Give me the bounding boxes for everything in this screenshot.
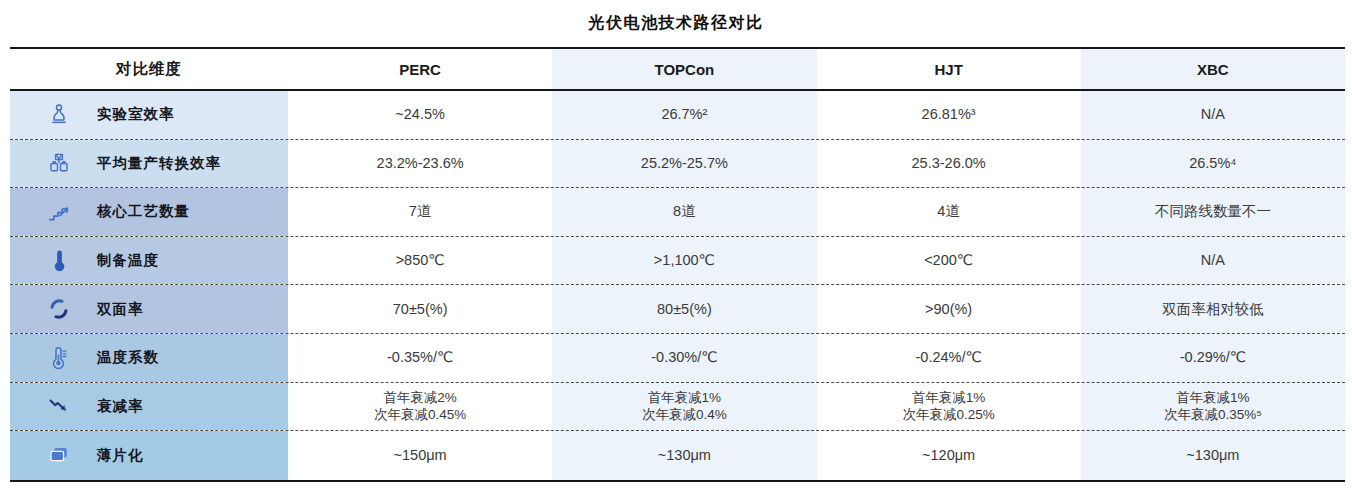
cell-perc: -0.35%/℃ xyxy=(288,334,552,382)
cell-xbc: 首年衰减1% 次年衰减0.35%⁵ xyxy=(1081,383,1345,431)
row-label: 实验室效率 xyxy=(97,105,175,124)
table-row: 制备温度 >850℃ >1,100℃ <200℃ N/A xyxy=(10,237,1345,286)
cell-perc: ~24.5% xyxy=(288,91,552,139)
row-label: 制备温度 xyxy=(97,251,159,270)
thermometer-filled-icon xyxy=(46,248,72,274)
cell-perc: >850℃ xyxy=(288,237,552,285)
cell-hjt: 26.81%³ xyxy=(817,91,1081,139)
row-label: 衰减率 xyxy=(97,397,144,416)
cell-hjt: 25.3-26.0% xyxy=(817,140,1081,188)
lab-stand-icon xyxy=(46,102,72,128)
steps-up-arrow-icon xyxy=(46,199,72,225)
table-row: 实验室效率 ~24.5% 26.7%² 26.81%³ N/A xyxy=(10,91,1345,140)
cell-topcon: -0.30%/℃ xyxy=(552,334,816,382)
row-label-cell: 制备温度 xyxy=(10,237,288,285)
row-label: 核心工艺数量 xyxy=(97,202,190,221)
row-label-cell: 双面率 xyxy=(10,285,288,333)
row-label-cell: 温度系数 xyxy=(10,334,288,382)
cell-hjt: 4道 xyxy=(817,188,1081,236)
rotate-arrows-icon xyxy=(46,296,72,322)
table-row: 温度系数 -0.35%/℃ -0.30%/℃ -0.24%/℃ -0.29%/℃ xyxy=(10,334,1345,383)
row-label: 薄片化 xyxy=(97,446,144,465)
row-label: 温度系数 xyxy=(97,348,159,367)
cell-topcon: 25.2%-25.7% xyxy=(552,140,816,188)
cell-xbc: 26.5%⁴ xyxy=(1081,140,1345,188)
stacked-wafers-icon xyxy=(46,442,72,468)
cell-perc: 70±5(%) xyxy=(288,285,552,333)
cell-topcon: 26.7%² xyxy=(552,91,816,139)
cell-hjt: <200℃ xyxy=(817,237,1081,285)
row-label-cell: 核心工艺数量 xyxy=(10,188,288,236)
cell-perc: 7道 xyxy=(288,188,552,236)
cell-topcon: ~130μm xyxy=(552,431,816,480)
row-label-cell: 平均量产转换效率 xyxy=(10,140,288,188)
cell-xbc: ~130μm xyxy=(1081,431,1345,480)
page-title: 光伏电池技术路径对比 xyxy=(0,13,1352,34)
row-label-cell: 实验室效率 xyxy=(10,91,288,139)
cell-perc: 首年衰减2% 次年衰减0.45% xyxy=(288,383,552,431)
header-xbc: XBC xyxy=(1081,49,1345,89)
cell-topcon: 80±5(%) xyxy=(552,285,816,333)
cell-topcon: 8道 xyxy=(552,188,816,236)
cell-xbc: 不同路线数量不一 xyxy=(1081,188,1345,236)
cell-perc: 23.2%-23.6% xyxy=(288,140,552,188)
cell-hjt: ~120μm xyxy=(817,431,1081,480)
table-row: 衰减率 首年衰减2% 次年衰减0.45% 首年衰减1% 次年衰减0.4% 首年衰… xyxy=(10,383,1345,432)
table-header-row: 对比维度 PERC TOPCon HJT XBC xyxy=(10,49,1345,91)
row-label-cell: 薄片化 xyxy=(10,431,288,480)
header-topcon: TOPCon xyxy=(552,49,816,89)
table-row: 薄片化 ~150μm ~130μm ~120μm ~130μm xyxy=(10,431,1345,480)
cell-xbc: -0.29%/℃ xyxy=(1081,334,1345,382)
thermometer-scale-icon xyxy=(46,345,72,371)
cell-xbc: N/A xyxy=(1081,91,1345,139)
header-dimension: 对比维度 xyxy=(10,49,288,89)
cell-hjt: -0.24%/℃ xyxy=(817,334,1081,382)
row-label-cell: 衰减率 xyxy=(10,383,288,431)
cell-hjt: 首年衰减1% 次年衰减0.25% xyxy=(817,383,1081,431)
row-label: 平均量产转换效率 xyxy=(97,154,221,173)
decline-arrow-icon xyxy=(46,393,72,419)
cell-topcon: 首年衰减1% 次年衰减0.4% xyxy=(552,383,816,431)
production-line-icon xyxy=(46,150,72,176)
table-row: 平均量产转换效率 23.2%-23.6% 25.2%-25.7% 25.3-26… xyxy=(10,140,1345,189)
cell-perc: ~150μm xyxy=(288,431,552,480)
table-row: 核心工艺数量 7道 8道 4道 不同路线数量不一 xyxy=(10,188,1345,237)
table-row: 双面率 70±5(%) 80±5(%) >90(%) 双面率相对较低 xyxy=(10,285,1345,334)
header-perc: PERC xyxy=(288,49,552,89)
comparison-table: 对比维度 PERC TOPCon HJT XBC 实验室效率 ~24.5% 26… xyxy=(10,47,1345,482)
cell-xbc: N/A xyxy=(1081,237,1345,285)
header-hjt: HJT xyxy=(817,49,1081,89)
row-label: 双面率 xyxy=(97,300,144,319)
cell-hjt: >90(%) xyxy=(817,285,1081,333)
cell-xbc: 双面率相对较低 xyxy=(1081,285,1345,333)
cell-topcon: >1,100℃ xyxy=(552,237,816,285)
